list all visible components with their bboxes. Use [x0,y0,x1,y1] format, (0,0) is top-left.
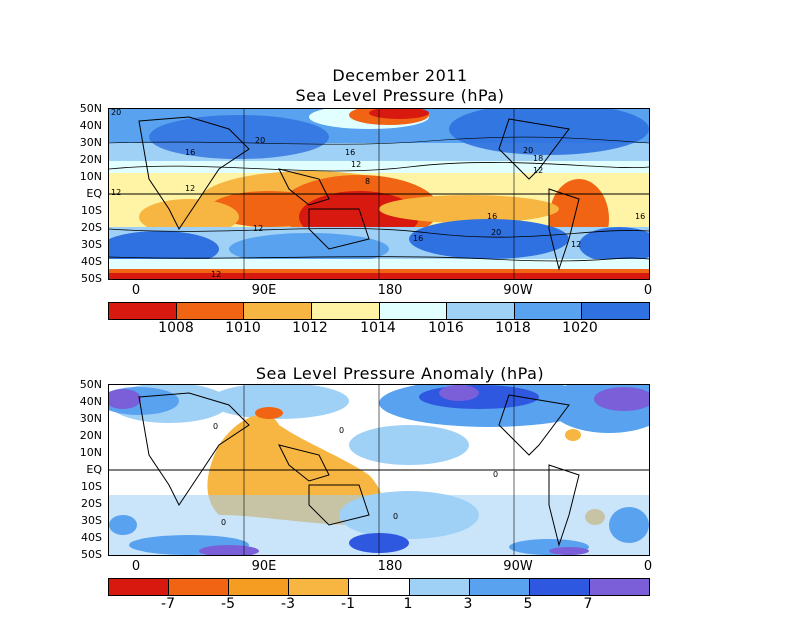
lat-label: 40N [79,119,102,132]
colorbar-label: 1014 [360,320,396,336]
colorbar-label: 7 [583,596,593,612]
anomaly-title: Sea Level Pressure Anomaly (hPa) [255,364,545,383]
contour-label: 20 [523,146,533,155]
colorbar-label: -7 [161,596,175,612]
contour-label: 12 [185,184,195,193]
contour-label: 12 [253,224,263,233]
lat-label: 40S [81,255,102,268]
lat-label: 30S [81,238,102,251]
contour-label: 0 [339,426,344,435]
lon-label: 90W [503,283,533,298]
colorbar-label: 1008 [158,320,194,336]
lat-label: 30S [81,514,102,527]
colorbar-swatch [109,579,170,595]
colorbar-label: 1 [403,596,413,612]
contour-label: 18 [533,154,543,163]
lat-label: 20S [81,221,102,234]
lat-label: 50N [79,102,102,115]
colorbar-swatch [409,579,470,595]
anomaly-map-panel: 0 0 0 0 0 [108,384,650,556]
contour-label: 12 [351,160,361,169]
lat-label: 50S [81,272,102,285]
contour-label: 16 [345,148,355,157]
colorbar-swatch [349,579,410,595]
contour-label: 0 [493,470,498,479]
slp-map: 20 20 16 16 12 12 8 12 12 16 20 16 16 12… [109,109,649,279]
colorbar-swatch [176,303,245,319]
lat-label: 20S [81,497,102,510]
lon-label: 180 [377,559,403,574]
colorbar-swatch [311,303,380,319]
contour-label: 16 [185,148,195,157]
lat-label: 50S [81,548,102,561]
lon-label: 90E [251,283,277,298]
colorbar-swatch [582,303,649,319]
colorbar-label: 1016 [428,320,464,336]
colorbar-label: 1010 [225,320,261,336]
colorbar-label: 5 [523,596,533,612]
lon-label: 180 [377,283,403,298]
contour-label: 12 [211,270,221,279]
contour-label: 20 [255,136,265,145]
contour-label: 0 [393,512,398,521]
colorbar-swatch [109,303,177,319]
colorbar-label: 3 [463,596,473,612]
lat-label: EQ [86,187,102,200]
colorbar-label: 1020 [562,320,598,336]
colorbar-label: 1018 [495,320,531,336]
colorbar-label: -3 [281,596,295,612]
contour-label: 0 [213,422,218,431]
lat-label: 20N [79,429,102,442]
colorbar-swatch [379,303,448,319]
colorbar-swatch [529,579,590,595]
lon-label: 90E [251,559,277,574]
contour-label: 16 [413,234,423,243]
contour-label: 8 [365,177,370,186]
contour-label: 16 [635,212,645,221]
figure-subtitle: Sea Level Pressure (hPa) [295,86,505,105]
colorbar-label: -1 [341,596,355,612]
colorbar-swatch [289,579,350,595]
lat-label: 40N [79,395,102,408]
lat-label: 30N [79,412,102,425]
colorbar-label: 1012 [292,320,328,336]
lon-label: 0 [131,559,141,574]
lat-label: EQ [86,463,102,476]
contour-label: 20 [111,109,121,117]
lat-label: 30N [79,136,102,149]
colorbar-swatch [229,579,290,595]
lon-label: 90W [503,559,533,574]
lat-label: 10S [81,204,102,217]
lat-label: 10N [79,446,102,459]
colorbar-swatch [469,579,530,595]
contour-label: 16 [487,212,497,221]
colorbar-swatch [244,303,312,319]
figure-title: December 2011 [332,66,468,85]
contour-label: 0 [221,518,226,527]
slp-colorbar [108,302,650,320]
lat-label: 40S [81,531,102,544]
colorbar-label: -5 [221,596,235,612]
contour-label: 20 [491,228,501,237]
contour-label: 12 [533,166,543,175]
colorbar-swatch [589,579,649,595]
slp-map-panel: 20 20 16 16 12 12 8 12 12 16 20 16 16 12… [108,108,650,280]
lon-label: 0 [643,559,653,574]
contour-label: 12 [571,240,581,249]
colorbar-swatch [169,579,230,595]
lat-label: 10S [81,480,102,493]
lat-label: 50N [79,378,102,391]
anomaly-map: 0 0 0 0 0 [109,385,649,555]
colorbar-swatch [514,303,583,319]
contour-label: 12 [111,188,121,197]
lat-label: 20N [79,153,102,166]
colorbar-swatch [447,303,515,319]
lat-label: 10N [79,170,102,183]
anomaly-colorbar [108,578,650,596]
lon-label: 0 [643,283,653,298]
lon-label: 0 [131,283,141,298]
